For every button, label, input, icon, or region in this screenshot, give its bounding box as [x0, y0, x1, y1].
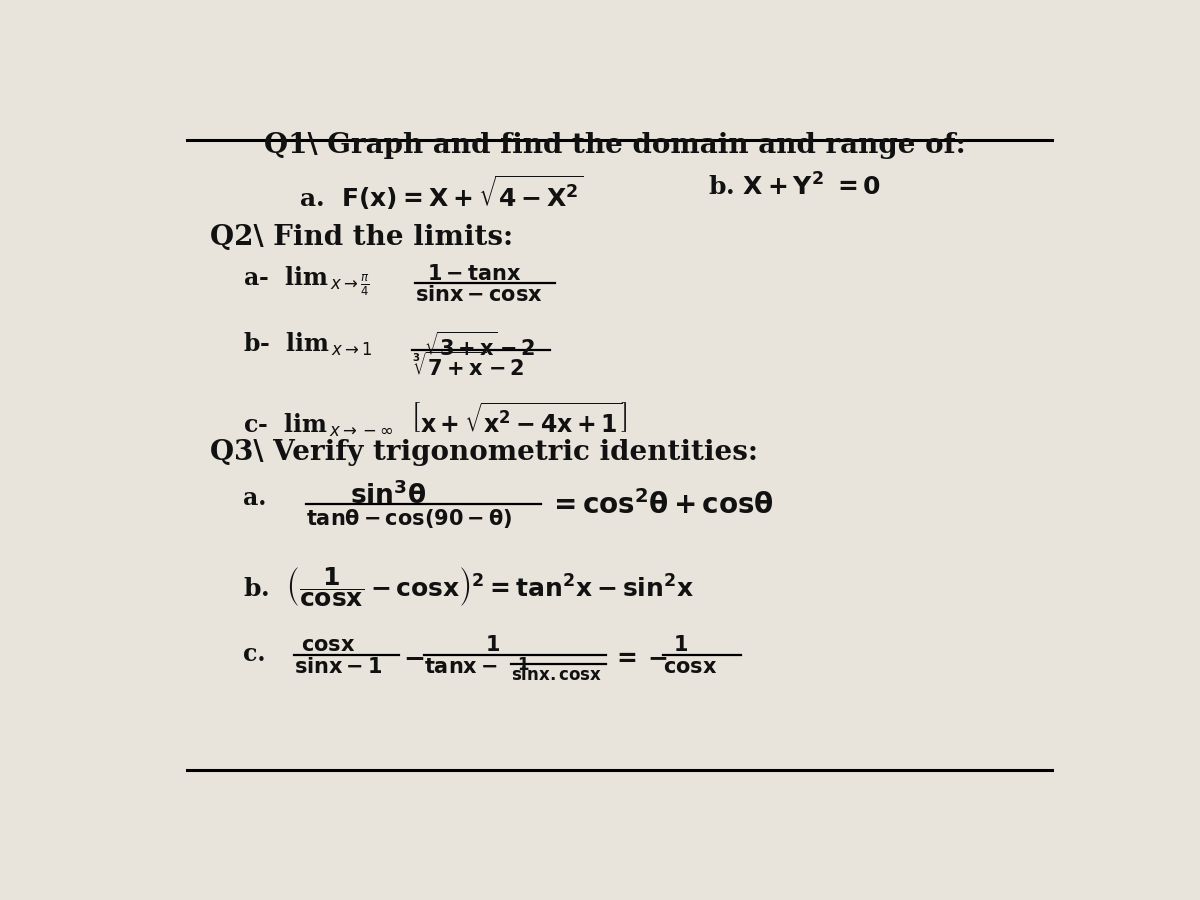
Text: $\mathbf{\sqrt{3+x}-2}$: $\mathbf{\sqrt{3+x}-2}$	[425, 331, 536, 359]
Text: $\mathbf{sinx-cosx}$: $\mathbf{sinx-cosx}$	[415, 284, 542, 305]
Text: $\mathbf{\sqrt[3]{7+x}-2}$: $\mathbf{\sqrt[3]{7+x}-2}$	[413, 352, 524, 381]
Text: b.  $\mathbf{\left(\dfrac{1}{cosx}-cosx\right)^2 = tan^2x - sin^2x}$: b. $\mathbf{\left(\dfrac{1}{cosx}-cosx\r…	[242, 565, 694, 609]
Text: $\mathbf{1}$: $\mathbf{1}$	[517, 657, 529, 674]
Text: Q1\ Graph and find the domain and range of:: Q1\ Graph and find the domain and range …	[264, 132, 966, 159]
Text: $\mathbf{= cos^2\theta + cos\theta}$: $\mathbf{= cos^2\theta + cos\theta}$	[548, 491, 774, 520]
Text: $\mathbf{tanx-}$: $\mathbf{tanx-}$	[425, 657, 498, 677]
Text: $\mathbf{1-tanx}$: $\mathbf{1-tanx}$	[427, 264, 521, 284]
Text: $\mathbf{1}$: $\mathbf{1}$	[485, 634, 500, 654]
Text: $\mathbf{sinx-1}$: $\mathbf{sinx-1}$	[294, 657, 383, 677]
Text: b-  lim$_{\,x\to 1}$: b- lim$_{\,x\to 1}$	[242, 331, 373, 358]
Text: Q2\ Find the limits:: Q2\ Find the limits:	[210, 224, 514, 251]
Text: c.: c.	[242, 642, 265, 666]
Text: b. $\mathbf{X+Y^2\ =0}$: b. $\mathbf{X+Y^2\ =0}$	[708, 174, 881, 201]
Text: $\mathbf{tan\theta-cos(90-\theta)}$: $\mathbf{tan\theta-cos(90-\theta)}$	[306, 508, 512, 530]
Text: a-  lim$_{\,x\to\frac{\pi}{4}}$: a- lim$_{\,x\to\frac{\pi}{4}}$	[242, 264, 370, 298]
Text: a.  $\mathbf{F(x)=X+\sqrt{4-X^2}}$: a. $\mathbf{F(x)=X+\sqrt{4-X^2}}$	[299, 174, 583, 212]
Text: $\mathbf{-}$: $\mathbf{-}$	[403, 645, 425, 670]
Text: c-  lim$_{\,x\to-\infty}$  $\mathbf{\left[x+\sqrt{x^2-4x+1}\right]}$: c- lim$_{\,x\to-\infty}$ $\mathbf{\left[…	[242, 400, 628, 439]
Text: Q3\ Verify trigonometric identities:: Q3\ Verify trigonometric identities:	[210, 439, 758, 466]
Text: $\mathbf{sinx.cosx}$: $\mathbf{sinx.cosx}$	[511, 666, 602, 684]
Text: $\mathbf{1}$: $\mathbf{1}$	[673, 634, 688, 654]
Text: $\mathbf{= -}$: $\mathbf{= -}$	[612, 645, 668, 669]
Text: $\mathbf{sin^3\theta}$: $\mathbf{sin^3\theta}$	[350, 481, 426, 509]
Text: $\mathbf{cosx}$: $\mathbf{cosx}$	[301, 634, 355, 654]
Text: a.: a.	[242, 486, 266, 509]
Text: $\mathbf{cosx}$: $\mathbf{cosx}$	[664, 657, 718, 677]
